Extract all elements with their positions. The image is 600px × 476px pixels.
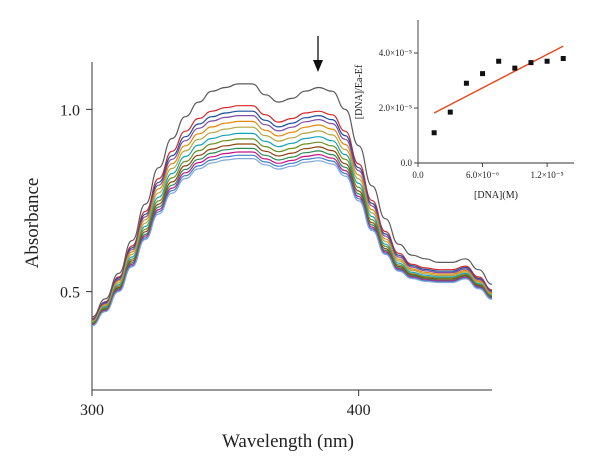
spectrum-line-10 [91,147,493,326]
x-tick-label: 400 [347,402,371,419]
inset-y-tick-label: 4.0×10⁻⁵ [379,48,412,58]
spectrum-line-3 [91,110,493,321]
inset-data-point [560,56,566,61]
inset-y-tick-label: 0.0 [401,158,413,168]
spectrum-line-1 [91,83,493,318]
inset-data-point [431,130,437,136]
main-y-label: Absorbance [22,178,43,269]
spectrum-line-8 [91,138,493,324]
y-tick-label: 1.0 [60,102,80,119]
inset-data-point [480,71,486,77]
inset-data-point [528,60,534,66]
inset-fit-line [433,45,564,114]
main-plot: 300 400 0.5 1.0 Wavelength (nm) Absorbance [22,36,493,452]
x-tick-label: 300 [80,402,104,419]
inset-plot: 0.0 6.0×10⁻⁶ 1.2×10⁻⁵ 0.0 2.0×10⁻⁵ 4.0×10⁻⁵ [… [354,20,574,201]
inset-data-point [447,109,453,115]
y-tick-label: 0.5 [60,285,80,302]
spectrum-line-6 [91,126,493,323]
spectrum-line-13 [91,157,493,327]
spectrum-line-9 [91,143,493,325]
inset-x-tick-label: 0.0 [412,170,424,180]
main-x-label: Wavelength (nm) [222,431,354,452]
inset-x-tick-label: 6.0×10⁻⁶ [466,170,499,180]
spectrum-line-5 [91,120,493,322]
spectrum-line-11 [91,151,493,326]
main-series-group [91,83,493,327]
inset-data-point [544,58,550,64]
spectrum-line-7 [91,132,493,324]
arrow-annotation [313,36,323,72]
inset-x-tick-label: 1.2×10⁻⁵ [530,170,563,180]
spectrum-line-12 [91,154,493,327]
inset-ticks: 0.0 6.0×10⁻⁶ 1.2×10⁻⁵ 0.0 2.0×10⁻⁵ 4.0×10⁻⁵ [379,48,564,180]
main-ticks: 300 400 0.5 1.0 [60,102,371,419]
inset-data-point [463,80,469,86]
inset-points-group [431,56,566,136]
arrow-head [313,60,323,72]
inset-y-tick-label: 2.0×10⁻⁵ [379,103,412,113]
inset-data-point [496,58,502,64]
inset-y-label: [DNA]/Ea-Ef [354,64,365,119]
inset-fit-group [433,45,564,114]
spectrum-line-2 [91,105,493,320]
spectrum-line-4 [91,115,493,321]
inset-data-point [512,65,518,71]
inset-x-label: [DNA](M) [474,190,518,201]
